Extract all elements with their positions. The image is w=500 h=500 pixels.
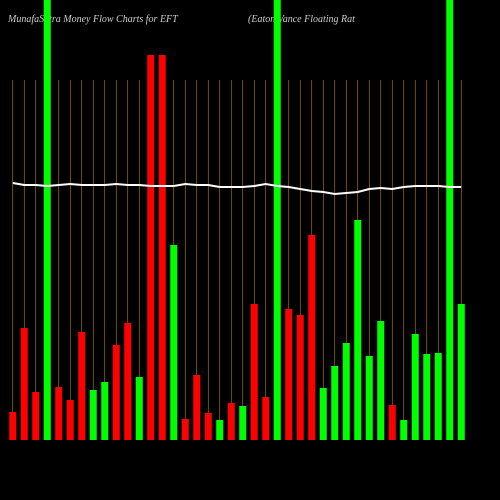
bar	[273, 0, 281, 440]
bar	[319, 388, 327, 440]
bar	[158, 55, 166, 440]
chart-title: MunafaSutra Money Flow Charts for EFT	[7, 14, 179, 25]
bar	[400, 420, 408, 440]
bar	[239, 406, 247, 440]
bar	[135, 377, 143, 440]
bar	[446, 0, 454, 440]
bar	[354, 220, 362, 440]
bar	[170, 245, 178, 440]
bar	[308, 235, 316, 440]
bar	[296, 315, 304, 440]
bar	[204, 413, 212, 440]
bar	[216, 420, 224, 440]
bar	[101, 382, 109, 440]
bar	[89, 390, 97, 440]
bar	[124, 323, 132, 440]
bar	[227, 403, 235, 440]
bar	[457, 304, 465, 440]
bar	[32, 392, 40, 440]
bar	[181, 419, 189, 440]
bar	[250, 304, 258, 440]
bar	[365, 356, 373, 440]
bar	[342, 343, 350, 440]
bar	[423, 354, 431, 440]
bar	[193, 375, 201, 440]
money-flow-line	[12, 182, 462, 196]
bar	[147, 55, 155, 440]
bar	[411, 334, 419, 440]
bar	[112, 345, 120, 440]
chart-subtitle: (Eaton Vance Floating Rat	[248, 14, 355, 25]
bar	[43, 0, 51, 440]
bar	[262, 397, 270, 440]
bar	[285, 309, 293, 440]
bar	[78, 332, 86, 440]
bar	[331, 366, 339, 440]
bar	[66, 400, 74, 440]
bar	[55, 387, 63, 440]
bar	[20, 328, 28, 440]
bar	[377, 321, 385, 440]
bar	[434, 353, 442, 440]
bar	[9, 412, 17, 440]
bar	[388, 405, 396, 440]
